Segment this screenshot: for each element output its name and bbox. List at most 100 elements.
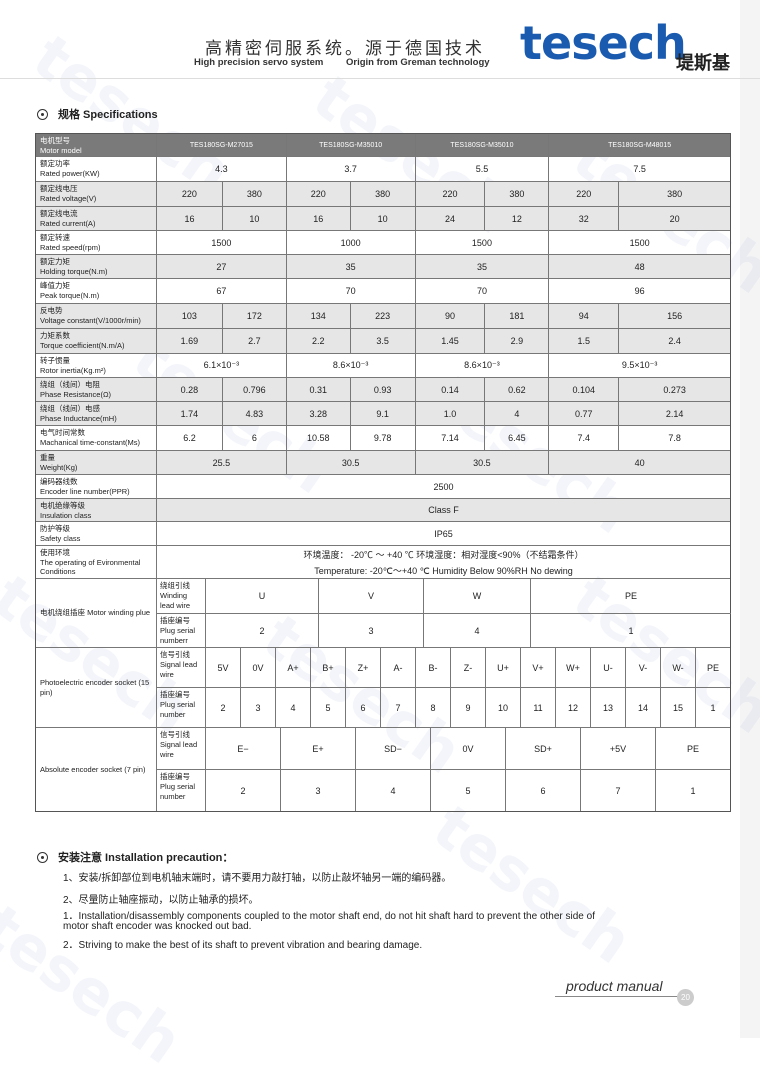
pin-signal: 0V [431,728,506,769]
spec-value: 70 [416,279,550,303]
spec-row: 峰值力矩 Peak torque(N.m) 67 70 70 96 [36,278,730,303]
pin-number: 8 [416,688,451,727]
spec-value: 24 [416,207,486,230]
spec-value: 1500 [157,231,287,254]
spec-value: 1.45 [416,329,486,353]
pin-number: 1 [690,785,696,796]
header-divider [0,78,760,79]
spec-value: 1.0 [416,402,486,425]
spec-row: 额定线电流 Rated current(A) 16 10 16 10 24 12 32 20 [36,206,730,230]
pin-number: 9 [451,688,486,727]
label-cn: 额定线电压 [40,184,78,193]
pin-number: 2 [206,688,241,727]
spec-value: 2.2 [287,329,351,353]
spec-value: 0.28 [157,378,223,401]
pin-signal: Z- [451,648,486,687]
row-label: 防护等级 Safety class [36,522,157,545]
row-label: 电机绝缘等级 Insulation class [36,499,157,521]
spec-value: 7.8 [668,433,681,443]
spec-value: 16 [157,207,223,230]
connector-grid: 信号引线 Signal lead wire E− E+ SD− 0V SD+ +5V PE 插座… [157,728,730,811]
spec-value: 5.5 [416,157,550,181]
row-label: 反电势 Voltage constant(V/1000r/min) [36,304,157,328]
spec-row: 额定转速 Rated speed(rpm) 1500 1000 1500 1500 [36,230,730,254]
pin-number: 11 [521,688,556,727]
spec-value: 1000 [287,231,416,254]
pin-signal: E+ [281,728,356,769]
row-label: 编码器线数 Encoder line number(PPR) [36,475,157,498]
spec-value: 223 [351,304,416,328]
connector-sublabel: 插座编号 Plug serial number [157,770,206,811]
connector-numbers: 插座编号 Plug serial number 2 3 4 5 6 7 1 [157,769,730,811]
bullet-icon [37,851,48,863]
spec-row: 额定功率 Rated power(KW) 4.3 3.7 5.5 7.5 [36,156,730,181]
spec-value: 10.58 [287,426,351,450]
label-cn: 使用环境 [40,548,70,557]
spec-value: 10 [351,207,416,230]
pin-number: 5 [311,688,346,727]
spec-value: 9.5×10⁻³ [621,360,658,370]
spec-value: 1.74 [157,402,223,425]
spec-value: 0.796 [223,378,287,401]
pin-number: 4 [424,614,531,648]
install-title: 安装注意 Installation precaution： [58,852,234,864]
pin-number: 1 [628,626,634,636]
spec-value: 96 [634,286,645,296]
spec-value: 2.7 [223,329,287,353]
spec-value: 30.5 [416,451,550,474]
pin-signal: 0V [241,648,276,687]
spec-value: 8.6×10⁻³ [416,354,550,377]
connector-label: Absolute encoder socket (7 pin) [36,728,157,811]
spec-value: 7.4 [549,426,620,450]
spec-value: 4.83 [223,402,287,425]
label-cn: 绕组（线间）电阻 [40,380,100,389]
label-cn: 反电势 [40,306,63,315]
row-label: 重量 Weight(Kg) [36,451,157,474]
spec-value: 3.28 [287,402,351,425]
model-name: TES180SG-M27015 [157,134,287,156]
page-edge [740,0,760,1038]
row-label: 额定线电流 Rated current(A) [36,207,157,230]
spec-value: 7.5 [633,164,646,174]
header-en-right: Origin from Greman technology [346,57,490,68]
row-label: 峰值力矩 Peak torque(N.m) [36,279,157,303]
label-en: Machanical time-constant(Ms) [40,437,141,447]
spec-value: 32 [549,207,620,230]
pin-signal: U [206,579,319,613]
label-en: Encoder line number(PPR) [40,486,130,496]
row-label: 电机型号 Motor model [36,134,157,156]
spec-value: 2.9 [485,329,550,353]
pin-number: 5 [431,770,506,811]
row-label: 绕组（线间）电阻 Phase Resistance(Ω) [36,378,157,401]
connector-label: 电机绕组插座 Motor winding plue [36,579,157,647]
spec-row: 电气时间常数 Machanical time-constant(Ms) 6.2 6 10… [36,425,730,450]
pin-number: 7 [581,770,656,811]
spec-value: 0.31 [287,378,351,401]
connector-photo: Photoelectric encoder socket (15 pin) 信号引… [36,647,730,727]
spec-value: 35 [416,255,550,278]
spec-value: 156 [667,311,683,321]
label-cn: 电机绝缘等级 [40,501,85,510]
pin-number: 3 [281,770,356,811]
connector-label: Photoelectric encoder socket (15 pin) [36,648,157,727]
connector-numbers: 插座编号 Plug serial number 2 3 4 5 6 7 8 9 10 11 12 13 1… [157,687,730,727]
label-en: Safety class [40,533,81,543]
pin-number: 6 [346,688,381,727]
spec-value: 220 [287,182,351,206]
label-en: Weight(Kg) [40,462,78,472]
spec-value: 1500 [629,237,650,248]
pin-signal: A- [381,648,416,687]
table-header-row: 电机型号 Motor model TES180SG-M27015 TES180SG-M… [36,134,730,156]
connector-signals: 信号引线 Signal lead wire 5V 0V A+ B+ Z+ A- B- Z- U+ V… [157,648,730,687]
spec-value: 0.77 [549,402,620,425]
pin-signal: +5V [581,728,656,769]
pin-signal: PE [706,662,719,673]
spec-row: 绕组（线间）电阻 Phase Resistance(Ω) 0.28 0.796 0.31… [36,377,730,401]
row-label: 绕组（线间）电感 Phase Inductance(mH) [36,402,157,425]
label-en: Rated voltage(V) [40,193,97,203]
spec-value: 0.104 [549,378,620,401]
bullet-icon [37,108,48,120]
label-cn: 重量 [40,453,55,462]
pin-number: 4 [276,688,311,727]
pin-signal: 5V [206,648,241,687]
